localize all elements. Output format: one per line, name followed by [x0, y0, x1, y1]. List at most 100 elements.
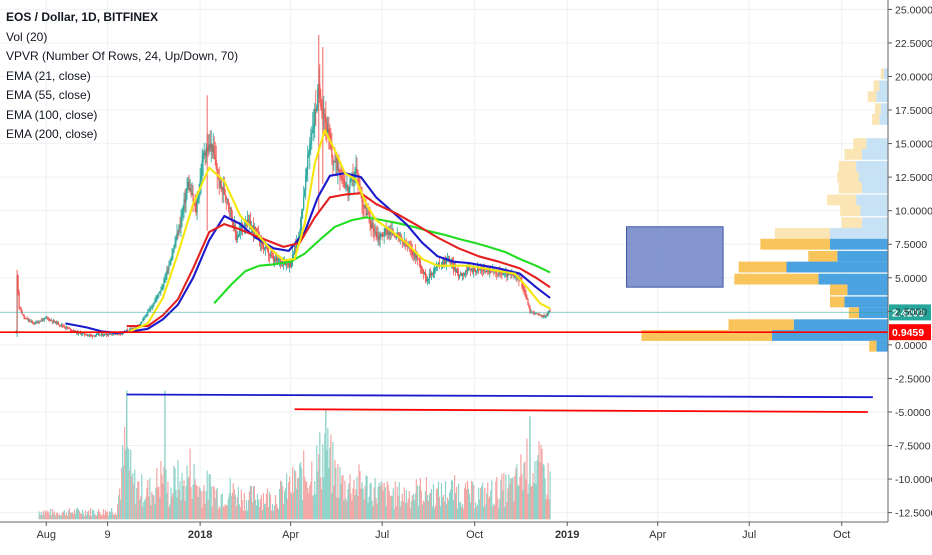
candle-body [156, 295, 158, 299]
candle-body [176, 232, 178, 240]
y-tick-label: 10.0000 [895, 206, 932, 218]
legend-title[interactable]: EOS / Dollar, 1D, BITFINEX [6, 10, 159, 24]
volume-bar [383, 482, 385, 520]
candle-body [55, 321, 57, 324]
volume-bar [170, 487, 172, 520]
volume-bar [59, 515, 61, 520]
last-price-label: 2.4203 [892, 307, 924, 319]
volume-bar [60, 514, 62, 520]
candle-body [371, 222, 373, 228]
candle-body [488, 269, 490, 273]
volume-bar [471, 480, 473, 520]
volume-bar [510, 477, 512, 520]
volume-bar [85, 515, 88, 520]
candle-body [291, 261, 293, 268]
candle-body [168, 265, 170, 271]
volume-bar [96, 511, 99, 520]
volume-bar [140, 496, 142, 520]
volume-bar [98, 512, 101, 520]
volume-bar [468, 488, 470, 520]
volume-bar [536, 460, 538, 520]
volume-bar [73, 509, 76, 520]
volume-bar [295, 471, 297, 520]
volume-bar [125, 449, 127, 520]
candle-body [386, 229, 388, 235]
candle-body [299, 234, 301, 238]
volume-bar [341, 475, 343, 520]
volume-bar [55, 513, 57, 520]
volume-bar [167, 481, 169, 520]
volume-bar [143, 501, 145, 520]
candle-body [323, 114, 325, 116]
volume-bar [244, 510, 246, 520]
candle-body [40, 320, 42, 322]
volume-bar [343, 500, 345, 520]
volume-bar [357, 495, 359, 520]
volume-bar [318, 453, 320, 520]
y-tick-label: -12.5000 [895, 508, 932, 520]
volume-bar [500, 479, 502, 520]
price-axis[interactable]: 25.0000 22.5000 20.0000 17.5000 15.0000 12.50… [887, 0, 932, 522]
volume-bar [209, 474, 211, 520]
candle-body [33, 323, 35, 325]
volume-bar [338, 497, 340, 520]
legend-ema-21[interactable]: EMA (21, close) [6, 68, 91, 83]
legend-volume[interactable]: Vol (20) [6, 29, 48, 44]
volume-bar [477, 504, 479, 520]
legend-ema-100[interactable]: EMA (100, close) [6, 107, 98, 122]
x-tick-label: Apr [282, 529, 299, 541]
candle-body [411, 251, 413, 255]
legend-ema-55[interactable]: EMA (55, close) [6, 88, 91, 102]
time-axis[interactable]: Aug 9 2018 Apr Jul Oct 2019 Apr Jul Oct [0, 521, 888, 541]
candle-body [428, 273, 431, 279]
candle-body [229, 207, 231, 209]
candle-body [498, 270, 500, 275]
candle-body [316, 106, 318, 111]
candle-body [450, 262, 453, 264]
candle-body [219, 180, 221, 188]
volume-bar [212, 486, 214, 520]
candle-body [48, 318, 50, 321]
candle-body [46, 317, 48, 319]
candle-body [484, 268, 486, 272]
vpvr-up-segment [859, 171, 888, 183]
candle-body [85, 334, 88, 336]
legend-ema-200[interactable]: EMA (200, close) [6, 127, 98, 141]
volume-bar [330, 434, 332, 520]
legend-vpvr[interactable]: VPVR (Number Of Rows, 24, Up/Down, 70) [6, 49, 239, 63]
candle-body [330, 142, 332, 148]
volume-bar [437, 481, 440, 520]
volume-bar [395, 506, 397, 520]
volume-bar [115, 513, 117, 520]
volume-bar [103, 514, 106, 520]
x-tick-label: Apr [649, 529, 666, 541]
candle-body [255, 229, 258, 230]
volume-bar [315, 494, 317, 520]
vpvr-down-segment [728, 319, 794, 331]
volume-bar [432, 484, 435, 520]
candle-body [226, 199, 228, 200]
volume-bar [418, 485, 420, 520]
candle-body [542, 315, 544, 317]
volume-bar [133, 484, 135, 520]
volume-bar [419, 477, 421, 520]
candle-body [479, 268, 481, 270]
y-tick-label: 2.5000 [895, 306, 927, 318]
candle-body [90, 334, 93, 336]
candle-body [300, 219, 302, 235]
candle-body [347, 185, 349, 193]
candle-body [131, 328, 133, 330]
drawings[interactable] [126, 226, 873, 413]
candle-body [467, 267, 469, 272]
candle-body [214, 154, 216, 161]
volume-bar [422, 500, 424, 520]
candle-body [420, 267, 422, 269]
candle-body [70, 330, 73, 332]
candle-body [413, 251, 415, 256]
candle-body [57, 322, 59, 325]
candle-body [476, 270, 478, 273]
candle-body [282, 263, 285, 265]
volume-bar [242, 510, 244, 520]
